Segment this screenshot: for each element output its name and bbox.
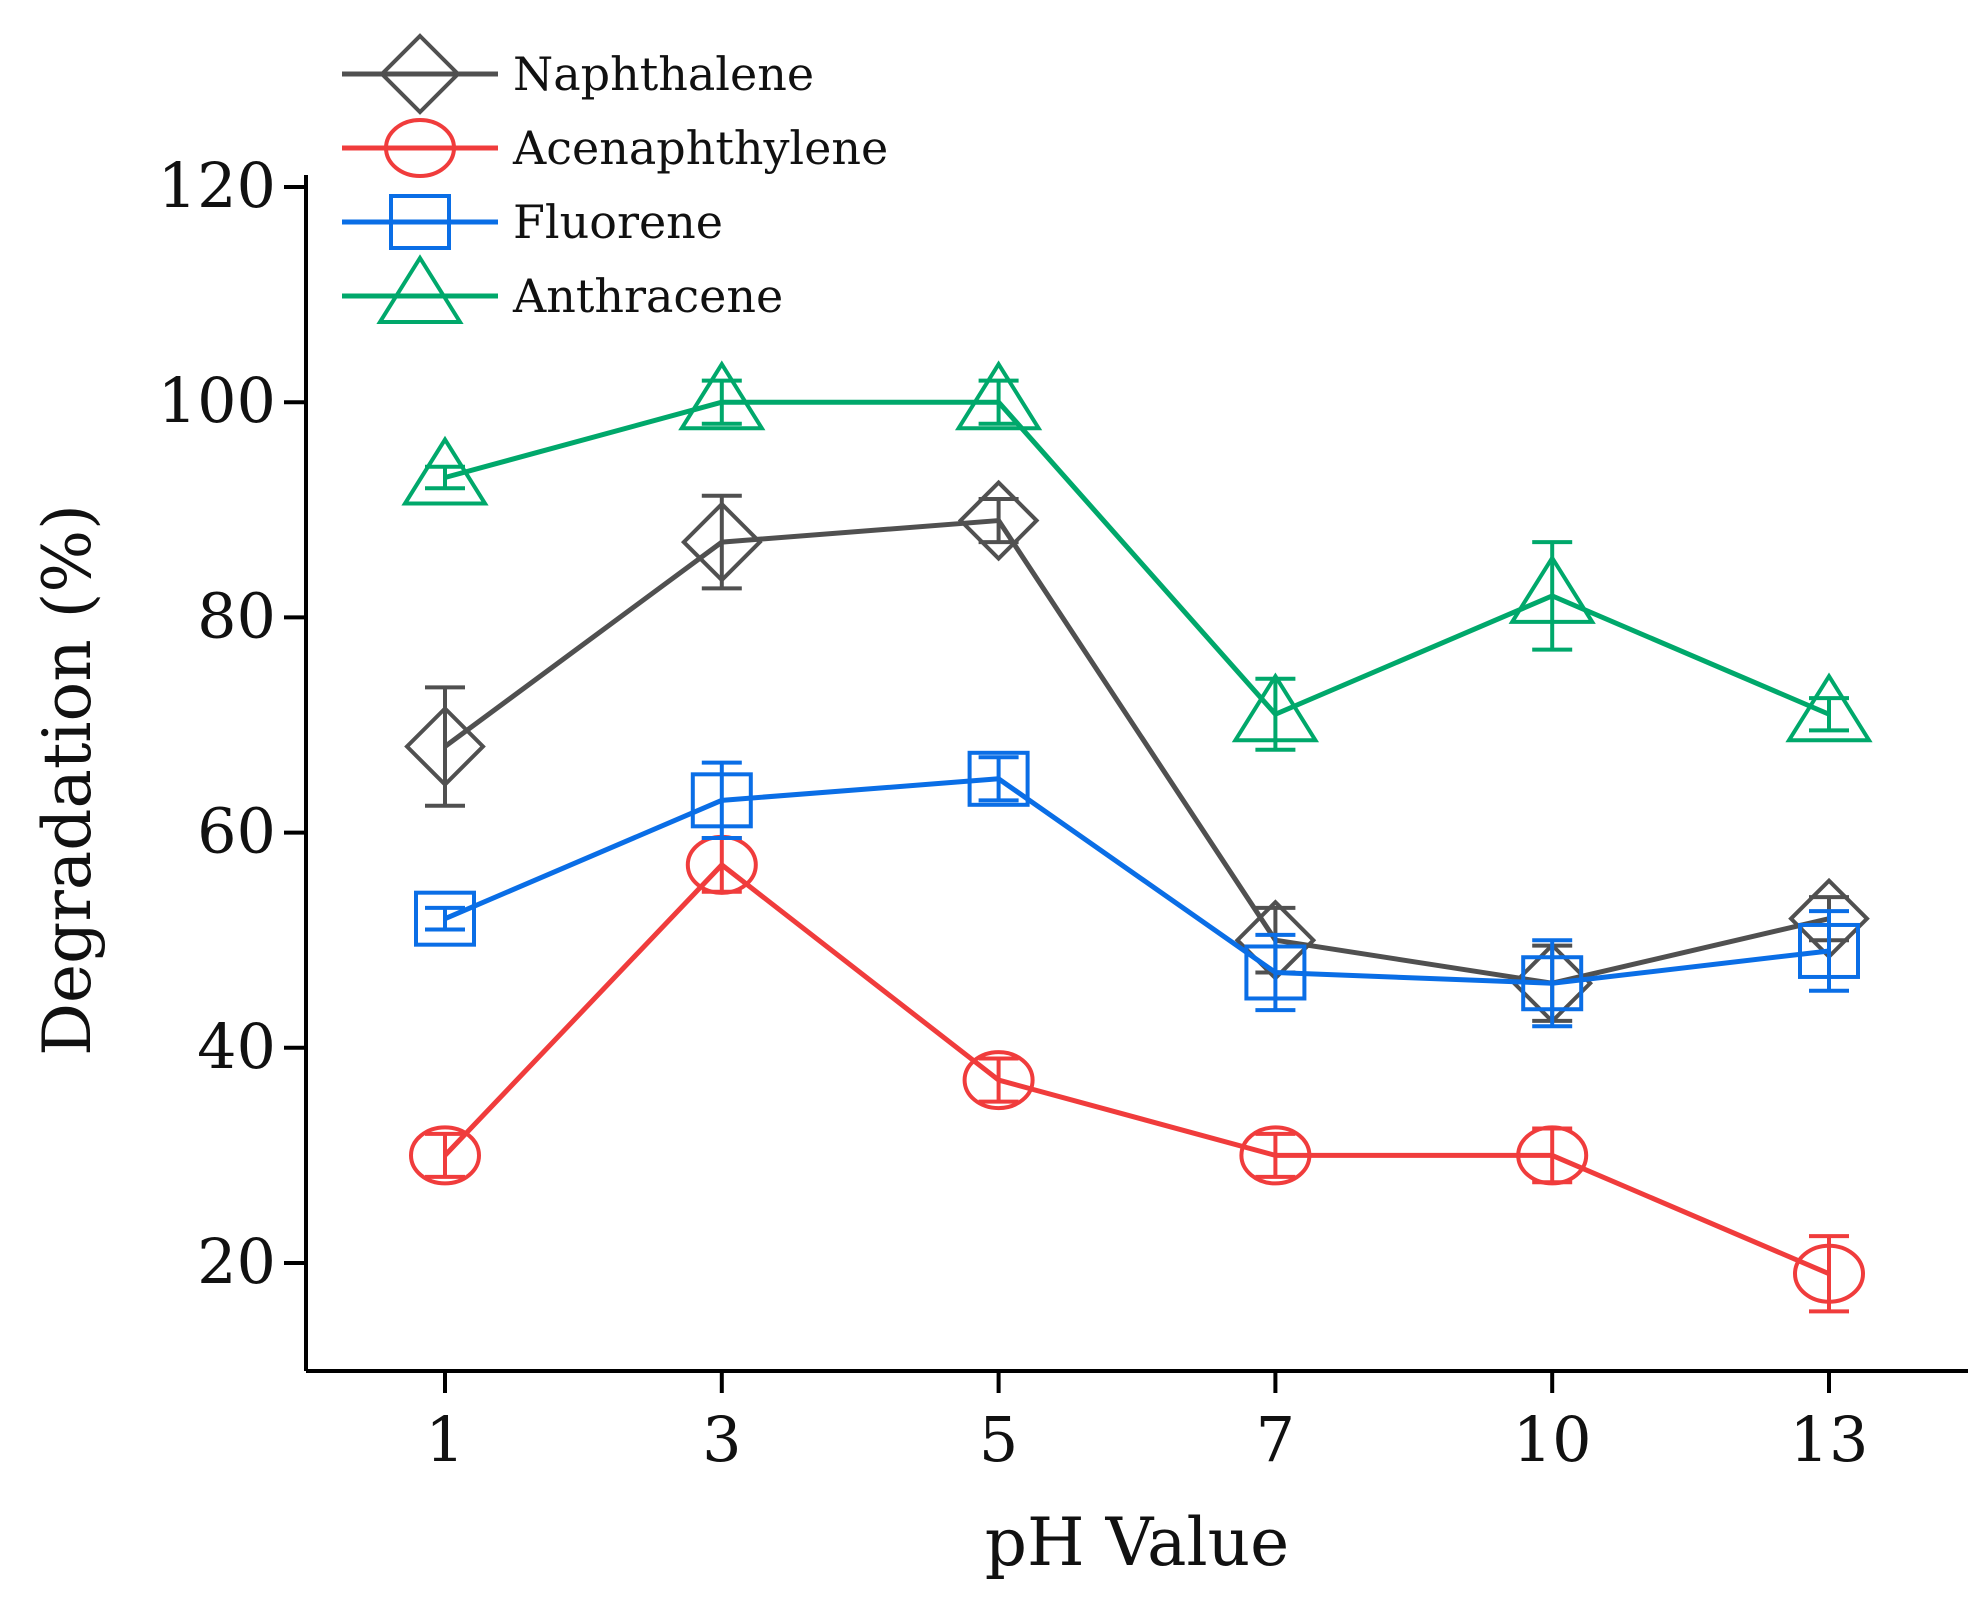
square-marker bbox=[1798, 922, 1860, 979]
legend-label: Acenaphthylene bbox=[512, 121, 888, 175]
legend-label: Fluorene bbox=[513, 195, 723, 249]
triangle-marker bbox=[954, 360, 1043, 431]
legend: Naphthalene Acenaphthylene Fluorene Anthrac… bbox=[342, 33, 888, 324]
legend-entry: Fluorene bbox=[342, 194, 723, 250]
legend-label: Anthracene bbox=[512, 269, 783, 323]
diamond-marker bbox=[379, 33, 461, 115]
legend-entry: Acenaphthylene bbox=[342, 118, 888, 178]
series-line bbox=[444, 776, 1830, 986]
circle-marker bbox=[384, 118, 456, 178]
y-tick-label: 40 bbox=[197, 1010, 276, 1083]
y-tick-label: 120 bbox=[158, 149, 276, 222]
x-tick-label: 1 bbox=[425, 1403, 464, 1476]
diamond-marker bbox=[680, 501, 763, 583]
y-tick-label: 20 bbox=[197, 1225, 276, 1298]
triangle-marker bbox=[1231, 672, 1320, 743]
series-group bbox=[401, 360, 1873, 1314]
y-tick-label: 80 bbox=[197, 579, 276, 652]
triangle-marker bbox=[376, 254, 464, 324]
square-marker bbox=[1244, 944, 1307, 1001]
y-tick-label: 100 bbox=[158, 364, 276, 437]
x-tick-label: 5 bbox=[979, 1403, 1018, 1476]
circle-marker bbox=[962, 1050, 1035, 1111]
circle-marker bbox=[409, 1125, 481, 1186]
diamond-marker bbox=[404, 705, 486, 788]
square-marker bbox=[414, 890, 476, 947]
circle-marker bbox=[1516, 1125, 1589, 1186]
diamond-marker bbox=[957, 479, 1040, 562]
x-tick-label: 7 bbox=[1256, 1403, 1295, 1476]
triangle-marker bbox=[1508, 554, 1596, 624]
triangle-marker bbox=[401, 435, 489, 506]
legend-entry: Naphthalene bbox=[342, 33, 814, 115]
series-fluorene bbox=[414, 750, 1860, 1029]
circle-marker bbox=[1239, 1125, 1312, 1186]
series-naphthalene bbox=[404, 479, 1870, 1025]
series-line bbox=[443, 518, 1830, 986]
x-axis-title: pH Value bbox=[985, 1504, 1289, 1581]
series-acenaphthylene bbox=[409, 834, 1865, 1314]
x-tick-label: 3 bbox=[702, 1403, 741, 1476]
triangle-marker bbox=[678, 360, 766, 431]
x-tick-label: 10 bbox=[1513, 1403, 1592, 1476]
square-marker bbox=[967, 750, 1030, 807]
square-marker bbox=[1521, 955, 1584, 1012]
x-tick-label: 13 bbox=[1790, 1403, 1869, 1476]
series-line bbox=[444, 399, 1830, 717]
series-anthracene bbox=[401, 360, 1873, 752]
triangle-marker bbox=[1785, 672, 1873, 743]
legend-label: Naphthalene bbox=[513, 47, 814, 101]
square-marker bbox=[389, 194, 451, 250]
series-line bbox=[443, 862, 1830, 1277]
circle-marker bbox=[1793, 1243, 1865, 1304]
legend-entry: Anthracene bbox=[342, 254, 783, 324]
y-tick-label: 60 bbox=[197, 795, 276, 868]
square-marker bbox=[690, 772, 753, 829]
y-axis-title: Degradation (%) bbox=[29, 504, 106, 1056]
